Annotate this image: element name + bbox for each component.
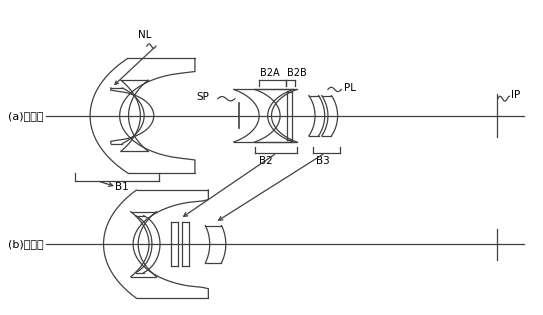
Text: PL: PL <box>344 83 356 93</box>
Text: (b)望遠端: (b)望遠端 <box>8 239 44 249</box>
Text: IP: IP <box>510 90 520 100</box>
Text: NL: NL <box>138 30 152 40</box>
Text: B2B: B2B <box>287 68 306 78</box>
Text: (a)広角端: (a)広角端 <box>8 111 43 121</box>
Text: SP: SP <box>197 92 210 102</box>
Text: B1: B1 <box>116 182 129 192</box>
Text: B2: B2 <box>258 156 273 166</box>
Text: B2A: B2A <box>260 68 280 78</box>
Text: B3: B3 <box>316 156 330 166</box>
